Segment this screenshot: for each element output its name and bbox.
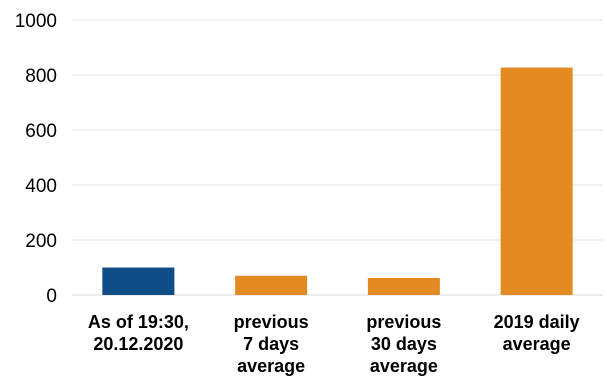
y-tick-label: 0	[46, 286, 57, 307]
y-tick-label: 800	[25, 66, 57, 87]
category-label-line: previous	[234, 312, 309, 332]
bar-1	[235, 276, 307, 295]
y-tick-label: 400	[25, 176, 57, 197]
category-label-0: As of 19:30, 20.12.2020	[88, 312, 189, 354]
category-label-line: average	[370, 356, 438, 376]
y-tick-label: 600	[25, 121, 57, 142]
y-axis-tick-labels: 0 200 400 600 800 1000	[15, 11, 57, 307]
category-label-1: previous 7 days average	[234, 312, 309, 376]
bar-0	[102, 268, 174, 296]
bar-2	[368, 278, 440, 295]
category-label-line: 30 days	[371, 334, 437, 354]
category-label-line: 2019 daily	[494, 312, 580, 332]
category-label-line: average	[503, 334, 571, 354]
category-label-line: As of 19:30,	[88, 312, 189, 332]
category-label-3: 2019 daily average	[494, 312, 580, 354]
y-tick-label: 200	[25, 231, 57, 252]
bar-3	[501, 68, 573, 295]
category-label-2: previous 30 days average	[366, 312, 441, 376]
category-label-line: average	[237, 356, 305, 376]
category-label-line: 20.12.2020	[93, 334, 183, 354]
bars	[102, 68, 572, 295]
category-label-line: 7 days	[243, 334, 299, 354]
y-tick-label: 1000	[15, 11, 57, 32]
category-label-line: previous	[366, 312, 441, 332]
